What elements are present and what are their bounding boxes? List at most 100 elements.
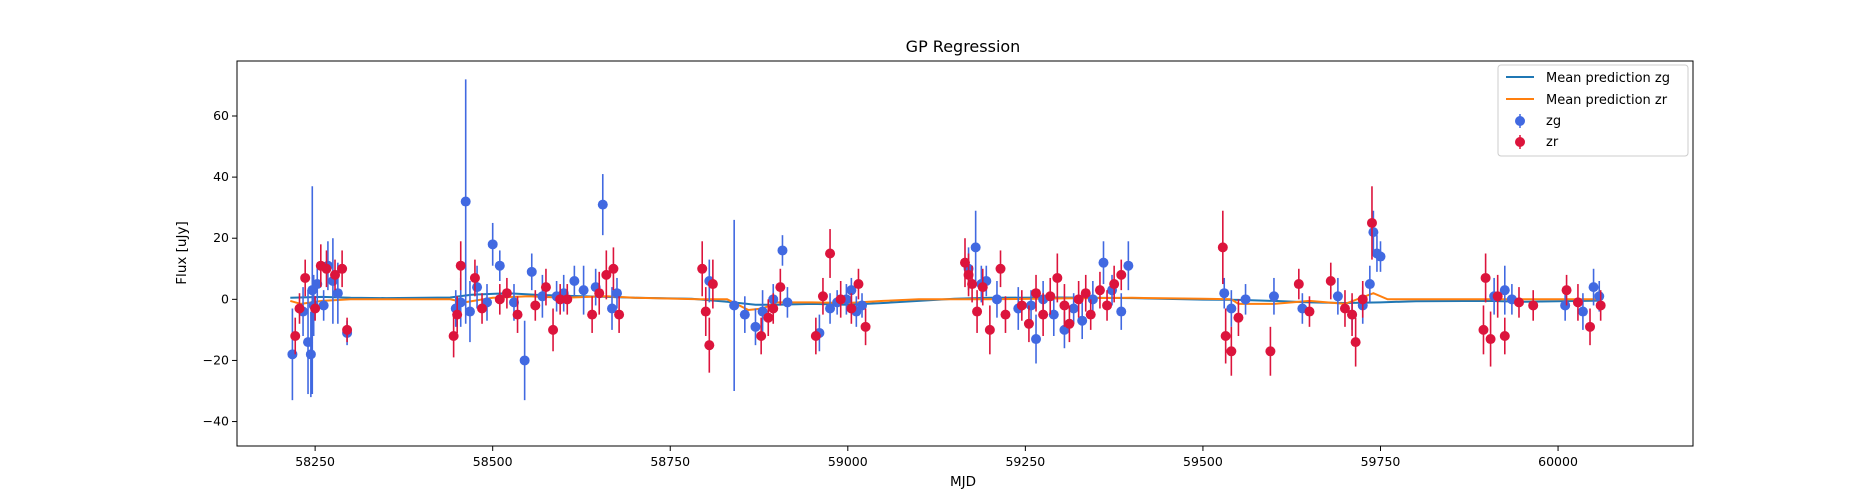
zr-data-point (846, 303, 857, 314)
zr-data-point (1094, 285, 1105, 296)
zg-data-point (1560, 300, 1571, 311)
zr-data-point (555, 294, 566, 305)
chart-title: GP Regression (906, 37, 1021, 56)
zr-data-point (1492, 291, 1503, 302)
zr-data-point (810, 331, 821, 341)
zr-data-point (530, 300, 541, 311)
y-axis-label: Flux [uJy] (174, 221, 190, 284)
zr-data-point (1293, 279, 1304, 290)
zg-data-point (1364, 279, 1375, 290)
legend-box (1497, 64, 1689, 157)
zg-data-point (729, 300, 740, 311)
zg-data-point (312, 279, 323, 290)
zr-data-point (1080, 288, 1091, 299)
zg-data-point (1226, 303, 1237, 314)
zr-data-point (853, 279, 864, 290)
zr-data-point (290, 331, 301, 341)
zr-data-point (321, 263, 332, 274)
zr-data-point (1016, 300, 1027, 311)
zg-data-point (332, 288, 343, 299)
zr-data-point (700, 306, 711, 317)
zr-data-point (704, 340, 715, 351)
zg-data-point (991, 294, 1002, 305)
zr-data-point (455, 260, 466, 271)
x-tick-label: 60000 (1538, 454, 1578, 469)
zg-data-point (578, 285, 589, 296)
zg-data-point (1116, 306, 1127, 317)
zr-data-point (1073, 294, 1084, 305)
zg-data-point (825, 303, 836, 314)
zg-data-point (1368, 227, 1379, 238)
zr-data-point (860, 321, 871, 332)
zg-data-point (1240, 294, 1251, 305)
zg-data-point (460, 196, 471, 207)
zr-data-point (494, 294, 505, 305)
zr-data-point (1485, 334, 1496, 345)
zr-data-point (1304, 306, 1315, 317)
zg-data-point (1031, 334, 1042, 345)
zg-data-point (537, 291, 548, 302)
y-tick-label: −20 (203, 352, 229, 367)
zr-data-point (448, 331, 459, 341)
x-tick-label: 59750 (1361, 454, 1401, 469)
y-axis-ticks: −40 −20 0 20 40 60 (203, 108, 237, 429)
observation-points (287, 79, 1606, 401)
zg-data-point (1588, 282, 1599, 293)
y-tick-label: 60 (213, 108, 229, 123)
zr-data-point (1265, 346, 1276, 357)
zr-data-point (1528, 300, 1539, 311)
zr-data-point (1499, 331, 1510, 341)
zr-data-point (512, 309, 523, 320)
zg-data-point (526, 266, 537, 277)
zr-data-point (817, 291, 828, 302)
zr-data-point (1561, 285, 1572, 296)
zg-data-point (782, 297, 793, 308)
zg-data-point (1594, 291, 1605, 302)
zg-data-point (1077, 315, 1088, 326)
zr-data-point (594, 288, 605, 299)
zr-data-point (452, 309, 463, 320)
zr-data-point (1064, 318, 1075, 329)
zr-data-point (1059, 300, 1070, 311)
zr-data-point (763, 312, 774, 323)
zr-data-point (972, 306, 983, 317)
zr-data-point (1585, 321, 1596, 332)
legend-label-mean-zg: Mean prediction zg (1546, 71, 1670, 86)
zr-data-point (707, 279, 718, 290)
x-tick-label: 59250 (1005, 454, 1045, 469)
zr-data-point (294, 303, 305, 314)
zg-data-point (1499, 285, 1510, 296)
legend-label-zg: zg (1546, 114, 1561, 129)
legend-marker-zg (1515, 116, 1525, 126)
zg-data-point (739, 309, 750, 320)
zr-data-point (977, 282, 988, 293)
zr-data-point (608, 263, 619, 274)
zg-data-point (1048, 309, 1059, 320)
zg-data-point (1123, 260, 1134, 271)
zr-data-point (1478, 324, 1489, 335)
zr-data-point (1226, 346, 1237, 357)
zr-data-point (540, 282, 551, 293)
zr-data-point (967, 279, 978, 290)
legend: Mean prediction zg Mean prediction zr zg… (1497, 64, 1689, 157)
plot-frame (236, 60, 1694, 447)
zr-data-point (835, 294, 846, 305)
zg-data-point (611, 288, 622, 299)
x-tick-label: 58500 (473, 454, 513, 469)
zr-data-point (1023, 318, 1034, 329)
zr-data-point (995, 263, 1006, 274)
zr-data-point (548, 324, 559, 335)
zr-data-point (825, 248, 836, 259)
y-tick-label: 40 (213, 169, 229, 184)
zg-data-point (455, 297, 466, 308)
zr-data-point (1052, 272, 1063, 283)
zr-data-point (1233, 312, 1244, 323)
zg-data-point (1268, 291, 1279, 302)
zr-data-point (1000, 309, 1011, 320)
zr-data-point (1045, 291, 1056, 302)
x-tick-label: 58250 (295, 454, 335, 469)
zg-data-point (970, 242, 981, 253)
x-axis-label: MJD (950, 474, 976, 490)
zr-data-point (1217, 242, 1228, 253)
